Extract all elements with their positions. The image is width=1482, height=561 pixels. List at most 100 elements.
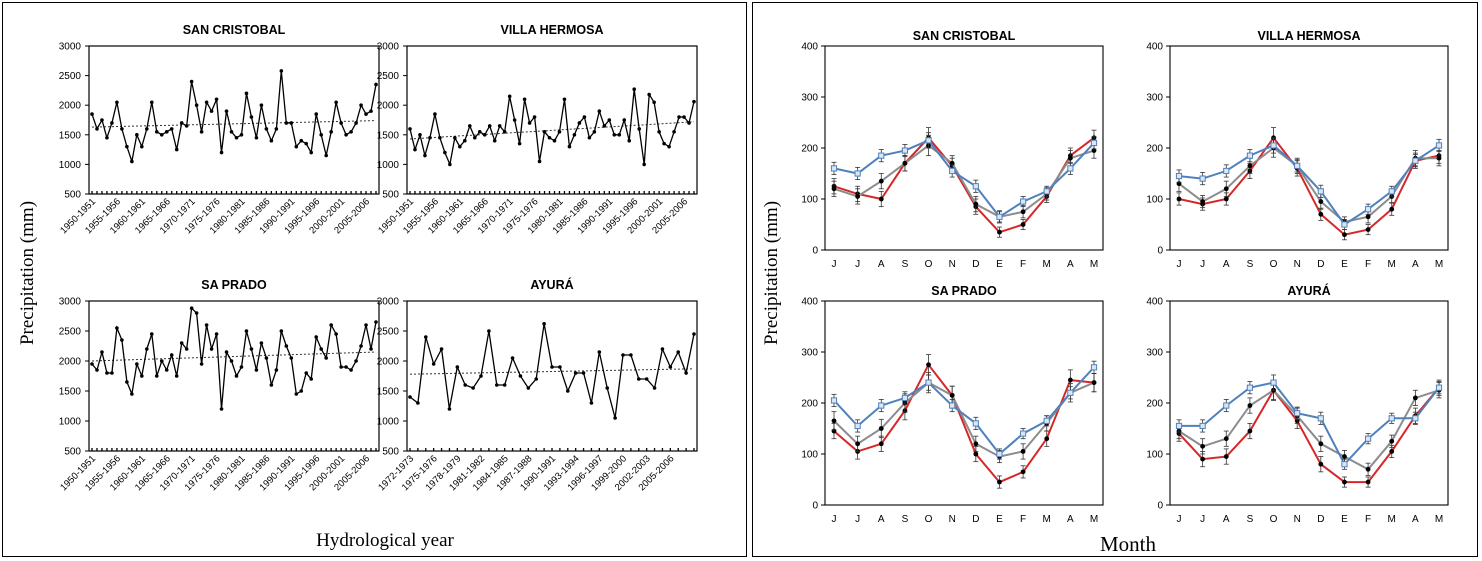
annual-data-point [542, 322, 546, 326]
annual-data-point [344, 133, 348, 137]
y-tick-label: 400 [1146, 297, 1163, 308]
annual-data-point [329, 130, 333, 134]
data-marker [1067, 389, 1074, 396]
series-line-2 [1178, 389, 1440, 471]
data-marker [1043, 417, 1050, 424]
annual-data-point [463, 383, 468, 387]
annual-data-point [647, 92, 651, 97]
annual-data-point [677, 115, 681, 119]
data-marker [1342, 454, 1347, 459]
annual-data-point [100, 350, 104, 354]
annual-data-point [416, 401, 420, 405]
annual-data-point [239, 365, 244, 369]
data-marker [1436, 155, 1442, 161]
plot-frame [406, 45, 698, 195]
annual-data-point [214, 332, 219, 336]
y-tick-label: 200 [1146, 144, 1163, 155]
annual-data-point [668, 365, 673, 369]
x-tick-label: A [1412, 514, 1419, 525]
x-tick-label: M [1043, 514, 1051, 525]
annual-data-point [189, 79, 194, 84]
series-line-1 [1178, 136, 1440, 236]
annual-data-point [517, 141, 522, 146]
annual-data-point [413, 147, 417, 152]
annual-data-point [652, 100, 656, 105]
data-marker [1090, 364, 1098, 371]
series-line-2 [833, 381, 1095, 458]
data-marker [1342, 479, 1347, 485]
data-marker [972, 420, 979, 427]
y-tick-label: 100 [1146, 450, 1163, 461]
data-marker [926, 362, 931, 368]
plot-frame [1169, 300, 1449, 506]
y-tick-label: 3000 [59, 42, 82, 53]
annual-data-point [319, 133, 323, 137]
x-tick-label: E [996, 514, 1003, 525]
y-tick-label: 1500 [377, 130, 400, 141]
annual-data-point [110, 121, 114, 125]
data-marker [831, 418, 837, 424]
annual-data-point [458, 144, 462, 149]
data-marker [1223, 454, 1229, 459]
data-marker [1412, 415, 1419, 422]
data-marker [1365, 466, 1371, 472]
annual-data-point [174, 147, 179, 152]
x-tick-label: S [1247, 259, 1254, 270]
data-marker [1318, 211, 1324, 217]
annual-data-point [314, 112, 319, 116]
data-marker [1364, 435, 1372, 442]
annual-data-point [522, 97, 527, 102]
annual-data-point [349, 368, 353, 372]
annual-data-point [438, 135, 442, 140]
annual-data-point [607, 118, 612, 122]
annual-data-point [159, 359, 164, 363]
data-marker [902, 160, 908, 166]
left-y-axis-label: Precipitation (mm) [17, 201, 38, 345]
annual-data-point [354, 121, 358, 125]
annual-data-point [364, 112, 368, 116]
annual-data-point [125, 380, 129, 384]
x-tick-label: N [1294, 259, 1301, 270]
y-tick-label: 300 [1146, 348, 1163, 359]
annual-data-point [408, 127, 412, 131]
annual-data-point [453, 135, 457, 140]
annual-data-point [224, 109, 229, 113]
annual-data-point [269, 138, 274, 143]
annual-data-point [581, 371, 586, 375]
data-marker [1246, 384, 1254, 391]
x-tick-label: O [925, 514, 933, 525]
right-x-axis-label: Month [1100, 532, 1157, 556]
data-marker [972, 183, 979, 190]
annual-data-point [617, 133, 622, 137]
annual-data-point [309, 377, 314, 381]
annual-data-point [684, 371, 688, 375]
annual-data-point [507, 94, 512, 99]
annual-data-point [149, 332, 154, 336]
data-marker [1388, 415, 1395, 422]
annual-data-point [692, 99, 696, 104]
annual-data-point [359, 344, 363, 348]
annual-data-point [169, 353, 174, 357]
annual-data-point [471, 386, 475, 390]
annual-data-point [214, 97, 219, 102]
annual-data-point [339, 365, 343, 369]
annual-data-point [605, 386, 610, 390]
x-tick-label: J [855, 259, 860, 270]
annual-data-point [622, 118, 627, 122]
annual-data-point [254, 368, 259, 372]
annual-data-point [502, 383, 507, 387]
annual-data-point [294, 392, 299, 396]
monthly-precipitation-svg: Precipitation (mm) Month SAN CRISTOBAL 0 1… [761, 29, 1449, 556]
annual-data-point [636, 377, 641, 381]
annual-data-point [592, 130, 597, 134]
annual-data-point [259, 341, 264, 345]
data-marker [901, 394, 909, 401]
y-tick-label: 2000 [59, 101, 82, 112]
annual-data-point [314, 335, 319, 339]
data-marker [1020, 449, 1026, 454]
annual-data-point [613, 416, 617, 420]
annual-data-point [304, 141, 309, 146]
annual-data-point [597, 350, 602, 354]
annual-data-point [219, 407, 224, 411]
annual-data-point [154, 130, 159, 134]
